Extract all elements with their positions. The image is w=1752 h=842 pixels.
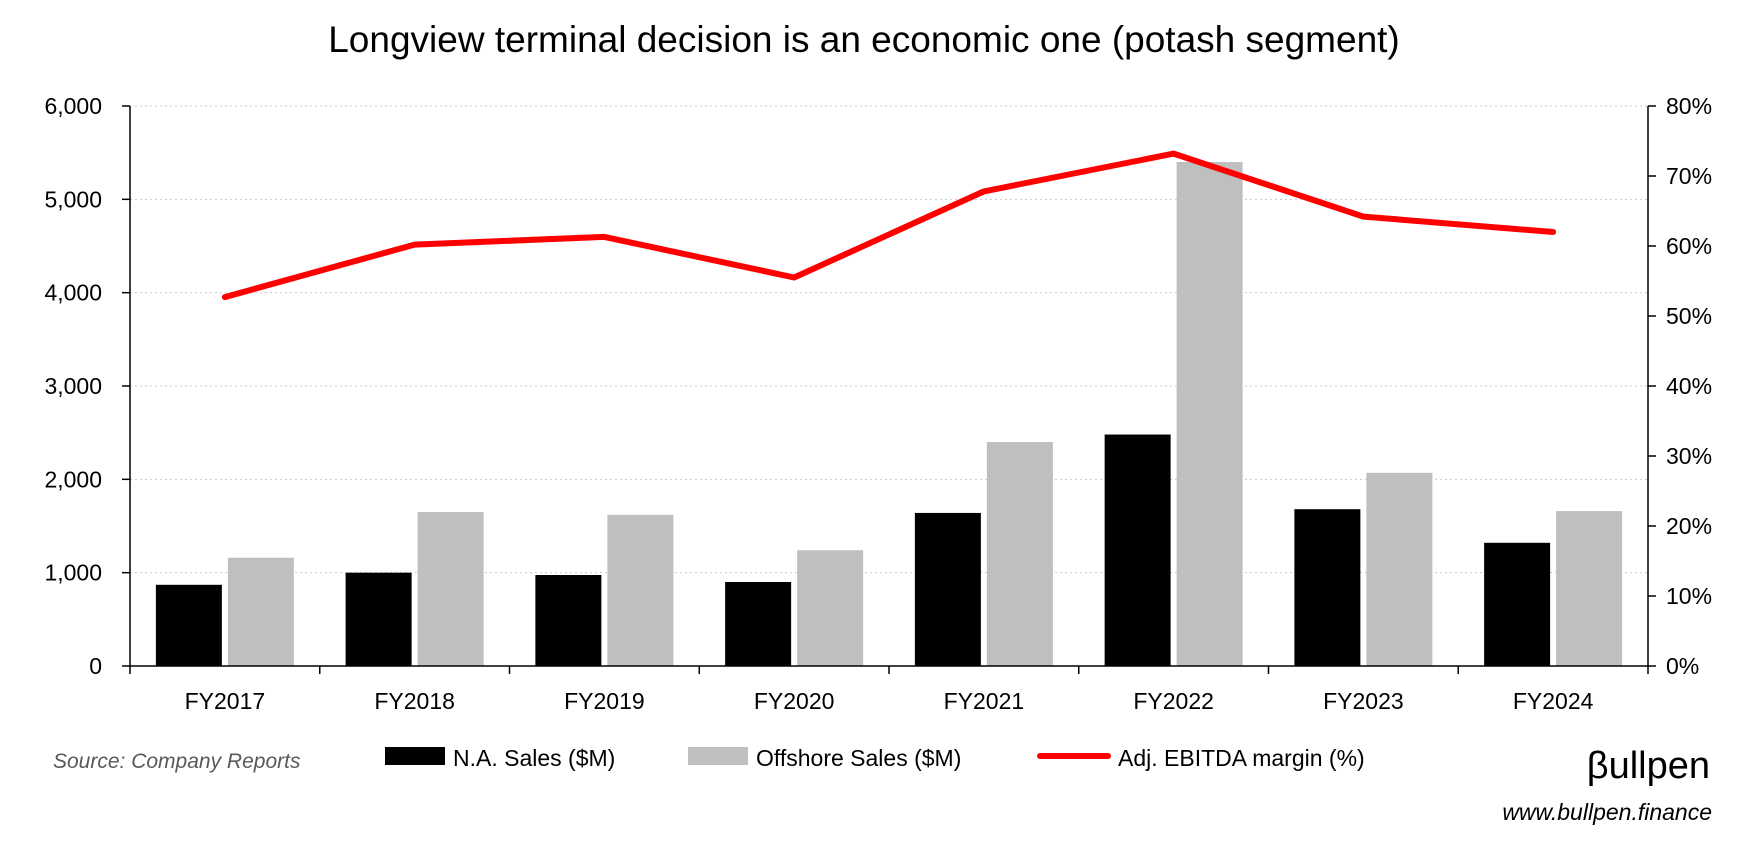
y-right-tick-label: 70%	[1666, 163, 1712, 189]
bar-na-sales-fy2018	[345, 572, 412, 666]
bar-offshore-sales-fy2020	[797, 550, 864, 666]
bar-na-sales-fy2017	[155, 584, 222, 666]
legend-label-2: Adj. EBITDA margin (%)	[1118, 745, 1365, 771]
legend-label-0: N.A. Sales ($M)	[453, 745, 615, 771]
bar-offshore-sales-fy2023	[1366, 472, 1433, 666]
x-tick-label: FY2022	[1133, 688, 1214, 714]
bar-offshore-sales-fy2019	[607, 514, 674, 666]
source-note: Source: Company Reports	[53, 750, 301, 773]
x-tick-label: FY2018	[374, 688, 455, 714]
y-right-tick-label: 20%	[1666, 513, 1712, 539]
y-right-tick-label: 50%	[1666, 303, 1712, 329]
bar-na-sales-fy2021	[914, 512, 981, 666]
bar-na-sales-fy2023	[1294, 509, 1361, 666]
y-right-tick-label: 60%	[1666, 233, 1712, 259]
y-left-tick-label: 2,000	[44, 466, 102, 492]
x-tick-label: FY2021	[944, 688, 1025, 714]
y-right-tick-label: 10%	[1666, 583, 1712, 609]
legend: N.A. Sales ($M) Offshore Sales ($M) Adj. E…	[385, 745, 1365, 771]
bars	[155, 162, 1623, 666]
bar-na-sales-fy2020	[725, 582, 792, 666]
legend-swatch-1	[688, 747, 748, 765]
y-left-tick-label: 5,000	[44, 186, 102, 212]
x-tick-label: FY2024	[1513, 688, 1594, 714]
bar-offshore-sales-fy2018	[417, 512, 484, 666]
bar-offshore-sales-fy2021	[986, 442, 1053, 666]
series-line-adj-ebitda-margin	[221, 150, 1557, 301]
axes: 0 1,000 2,000 3,000 4,000 5,000 6,000 0% 10% 20% 3…	[44, 93, 1712, 714]
y-right-tick-label: 40%	[1666, 373, 1712, 399]
x-tick-label: FY2019	[564, 688, 645, 714]
y-left-tick-label: 0	[89, 653, 102, 679]
chart-title: Longview terminal decision is an economi…	[328, 19, 1400, 60]
x-tick-label: FY2020	[754, 688, 835, 714]
y-right-tick-label: 0%	[1666, 653, 1699, 679]
legend-label-1: Offshore Sales ($M)	[756, 745, 961, 771]
bar-na-sales-fy2022	[1104, 434, 1171, 666]
x-tick-label: FY2017	[185, 688, 266, 714]
bar-offshore-sales-fy2017	[227, 557, 294, 666]
y-left-tick-label: 1,000	[44, 560, 102, 586]
bar-offshore-sales-fy2024	[1556, 511, 1623, 666]
y-left-tick-label: 4,000	[44, 280, 102, 306]
y-right-tick-label: 80%	[1666, 93, 1712, 119]
y-right-tick-label: 30%	[1666, 443, 1712, 469]
bar-na-sales-fy2024	[1484, 542, 1551, 666]
margin-line	[221, 150, 1557, 301]
legend-swatch-0	[385, 747, 445, 765]
y-left-tick-label: 3,000	[44, 373, 102, 399]
brand-url: www.bullpen.finance	[1502, 799, 1712, 825]
bar-na-sales-fy2019	[535, 575, 602, 666]
y-left-tick-label: 6,000	[44, 93, 102, 119]
brand-logo: βullpen	[1587, 745, 1710, 787]
bar-offshore-sales-fy2022	[1176, 162, 1243, 666]
x-tick-label: FY2023	[1323, 688, 1404, 714]
